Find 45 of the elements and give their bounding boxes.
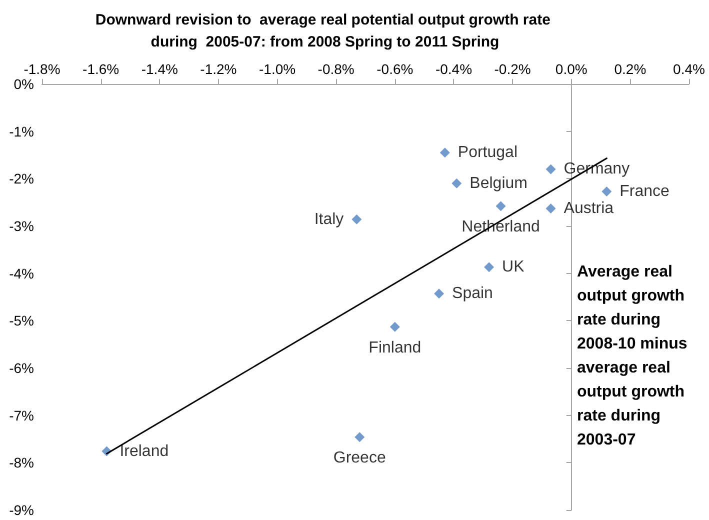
point: [390, 322, 400, 332]
y-tick-label: -3%: [9, 218, 34, 234]
point: [434, 288, 444, 299]
y-tick-label: -2%: [9, 170, 34, 187]
y-tick-label: -1%: [9, 123, 34, 140]
point: [546, 203, 556, 214]
y-axis-title: Average real output growth rate during 2008-10 minus average real output growth rate during 2003-07: [577, 264, 692, 448]
point: [602, 186, 612, 196]
data-label: Belgium: [470, 174, 528, 192]
x-tick-label: -0.4%: [435, 61, 472, 77]
x-tick-label: 0.0%: [555, 61, 588, 77]
point: [354, 432, 365, 442]
y-tick-label: -7%: [9, 407, 34, 424]
data-label: Greece: [333, 450, 386, 467]
chart-title: Downward revision to average real potential output growth rate during 2005-07: from 2008 Spring to 2011 Spring: [95, 12, 555, 50]
data-label: France: [620, 182, 670, 200]
x-tick-label: -0.8%: [318, 61, 354, 77]
x-tick-label: 0.4%: [673, 61, 705, 77]
y-tick-label: -4%: [9, 265, 34, 282]
y-tick-label: -8%: [9, 454, 34, 471]
point: [484, 262, 494, 272]
data-label: Italy: [314, 210, 344, 228]
y-tick-label: -9%: [9, 502, 34, 518]
data-label: Ireland: [120, 442, 169, 460]
data-label: Portugal: [458, 144, 518, 162]
y-tick-label: -5%: [9, 312, 34, 329]
y-tick-label: 0%: [14, 76, 34, 92]
x-tick-label: -1.8%: [24, 61, 60, 77]
x-tick-label: -1.4%: [141, 61, 178, 77]
x-tick-label: -1.2%: [200, 61, 237, 77]
x-tick-label: -1.6%: [82, 61, 120, 77]
point: [496, 201, 506, 212]
x-tick-label: -1.0%: [258, 61, 296, 77]
x-tick-label: -0.6%: [376, 61, 414, 77]
data-label: Austria: [564, 200, 614, 217]
data-label: Spain: [452, 285, 493, 302]
x-tick-label: -0.2%: [494, 61, 531, 77]
x-tick-label: 0.2%: [614, 61, 646, 77]
y-tick-label: -6%: [9, 360, 34, 376]
point: [546, 164, 556, 174]
point: [352, 214, 362, 224]
data-label: UK: [502, 258, 525, 276]
data-label: Finland: [368, 339, 422, 356]
point: [440, 148, 450, 158]
point: [452, 178, 462, 188]
